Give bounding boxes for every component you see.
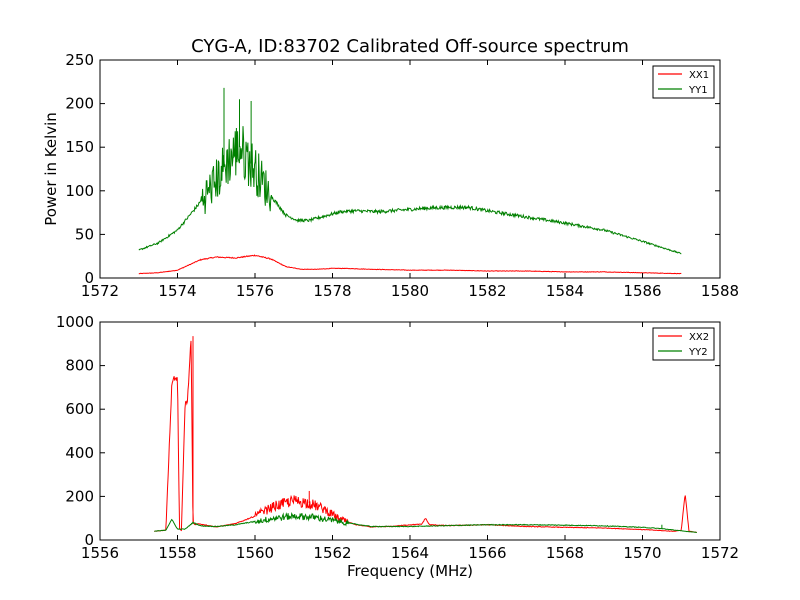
bottom-legend-box (652, 327, 715, 361)
y-tick-label: 400 (65, 444, 94, 462)
top-plot-ylabel: Power in Kelvin (42, 112, 60, 226)
bottom-plot-series (154, 336, 697, 533)
legend-label-xx1: XX1 (689, 70, 709, 81)
x-tick-label: 1580 (391, 282, 429, 300)
x-tick-label: 1566 (468, 544, 506, 562)
y-tick-label: 50 (75, 225, 94, 243)
legend-label-yy2: YY2 (688, 347, 708, 358)
y-tick-label: 250 (65, 51, 94, 69)
bottom-plot: 1556 1558 1560 1562 1564 1566 1568 1570 1572 0 200… (56, 313, 739, 580)
top-plot-series (138, 87, 682, 275)
x-tick-label: 1570 (623, 544, 661, 562)
y-tick-label: 600 (65, 400, 94, 418)
legend-label-xx2: XX2 (689, 332, 709, 343)
top-plot-ticks: 1572 1574 1576 1578 1580 1582 1584 1586 1588 0 50 1… (65, 51, 739, 300)
top-plot: 1572 1574 1576 1578 1580 1582 1584 1586 1588 0 50 1… (42, 51, 739, 300)
x-tick-label: 1556 (81, 544, 119, 562)
y-tick-label: 150 (65, 138, 94, 156)
x-tick-label: 1558 (158, 544, 196, 562)
legend-label-yy1: YY1 (688, 85, 708, 96)
y-tick-label: 200 (65, 95, 94, 113)
x-tick-label: 1562 (313, 544, 351, 562)
y-tick-label: 1000 (56, 313, 94, 331)
y-tick-label: 200 (65, 487, 94, 505)
y-tick-label: 0 (84, 531, 94, 549)
bottom-plot-legend: XX2 YY2 (652, 327, 715, 361)
y-tick-label: 0 (84, 269, 94, 287)
x-tick-label: 1560 (236, 544, 274, 562)
top-plot-legend: XX1 YY1 (652, 65, 715, 99)
x-tick-label: 1572 (81, 282, 119, 300)
x-tick-label: 1568 (546, 544, 584, 562)
y-tick-label: 800 (65, 357, 94, 375)
series-line-yy2 (154, 512, 697, 533)
series-line-xx1 (138, 254, 682, 275)
x-tick-label: 1584 (546, 282, 584, 300)
x-tick-label: 1586 (623, 282, 661, 300)
x-tick-label: 1574 (158, 282, 196, 300)
chart-title: CYG-A, ID:83702 Calibrated Off-source sp… (191, 36, 629, 57)
x-tick-label: 1588 (701, 282, 739, 300)
x-tick-label: 1582 (468, 282, 506, 300)
bottom-plot-xlabel: Frequency (MHz) (347, 562, 473, 580)
x-tick-label: 1572 (701, 544, 739, 562)
series-line-yy1 (138, 126, 682, 255)
x-tick-label: 1564 (391, 544, 429, 562)
y-tick-label: 100 (65, 182, 94, 200)
top-legend-box (652, 65, 715, 99)
series-line-xx2 (154, 340, 697, 533)
x-tick-label: 1576 (236, 282, 274, 300)
x-tick-label: 1578 (313, 282, 351, 300)
bottom-plot-ticks: 1556 1558 1560 1562 1564 1566 1568 1570 1572 0 200… (56, 313, 739, 562)
